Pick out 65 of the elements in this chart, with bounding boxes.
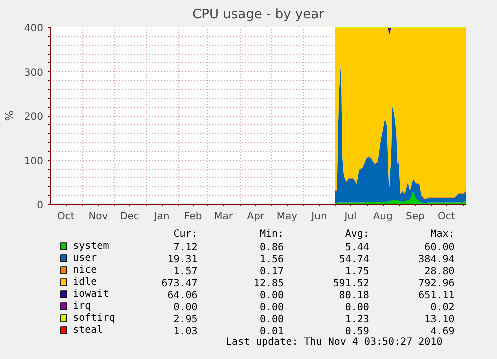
- x-tick-label: Nov: [88, 212, 108, 222]
- legend-label: softirq: [73, 313, 116, 324]
- y-tick-label: 400: [24, 24, 44, 34]
- x-tick-label: Mar: [214, 212, 234, 222]
- text: 7.12: [174, 242, 198, 254]
- text: 0.00: [345, 302, 370, 314]
- x-tick-label: Sep: [406, 212, 425, 222]
- y-tick-label: 300: [24, 68, 44, 79]
- text: 0.17: [260, 266, 284, 278]
- legend-label: irq: [73, 301, 92, 312]
- x-tick-label: May: [276, 212, 298, 222]
- x-tick-label: Apr: [247, 212, 266, 222]
- y-tick-label: 200: [24, 112, 44, 123]
- text: 384.94: [418, 254, 455, 266]
- text: 19.31: [168, 254, 198, 266]
- legend-label: idle: [73, 277, 98, 288]
- text: 1.57: [174, 266, 198, 278]
- x-tick-label: Dec: [120, 212, 140, 222]
- text: 673.47: [162, 278, 198, 290]
- y-tick-label: 100: [24, 156, 44, 168]
- text: Last update: Thu Nov 4 03:50:27 2010: [226, 337, 443, 348]
- y-tick-label: 0: [37, 200, 44, 212]
- text: Min:: [260, 229, 284, 240]
- text: 1.03: [174, 326, 198, 338]
- legend-label: nice: [73, 265, 98, 276]
- text: 4.69: [430, 326, 455, 338]
- text: Max:: [430, 229, 455, 240]
- text: 2.95: [174, 314, 198, 326]
- text: 28.80: [424, 266, 455, 278]
- text: 80.18: [339, 290, 370, 302]
- text: 792.96: [418, 278, 455, 290]
- x-tick-label: Jun: [310, 212, 328, 222]
- text: Cur:: [174, 229, 198, 240]
- text: 0.00: [174, 302, 198, 314]
- text: 0.02: [430, 302, 455, 314]
- text: 0.01: [260, 326, 284, 338]
- x-tick-label: Feb: [184, 212, 202, 222]
- text: 60.00: [424, 242, 455, 254]
- text: 12.85: [254, 278, 284, 290]
- legend-label: steal: [73, 325, 104, 336]
- x-tick-label: Jan: [153, 212, 170, 222]
- text: Avg:: [345, 229, 370, 240]
- text: 13.10: [424, 314, 455, 326]
- text: 54.74: [339, 254, 370, 266]
- text: 651.11: [418, 290, 455, 302]
- text: 591.52: [333, 278, 370, 290]
- text: 0.00: [260, 302, 284, 314]
- text: 64.06: [168, 290, 198, 302]
- x-tick-label: Oct: [438, 212, 456, 222]
- y-axis-title: %: [3, 110, 16, 122]
- text: 0.00: [260, 314, 284, 326]
- legend-label: user: [73, 253, 98, 264]
- chart-title: CPU usage - by year: [192, 8, 326, 22]
- legend-label: iowait: [73, 289, 110, 300]
- text: 1.56: [260, 254, 284, 266]
- text: 0.00: [260, 290, 284, 302]
- x-tick-label: Aug: [373, 212, 393, 222]
- x-tick-label: Oct: [57, 212, 75, 222]
- text: 0.59: [345, 326, 370, 338]
- text: 0.86: [260, 242, 284, 254]
- x-tick-label: Jul: [344, 212, 357, 222]
- legend-label: system: [73, 241, 110, 252]
- text: 1.75: [345, 266, 370, 278]
- text: 1.23: [345, 314, 370, 326]
- text: 5.44: [345, 242, 370, 254]
